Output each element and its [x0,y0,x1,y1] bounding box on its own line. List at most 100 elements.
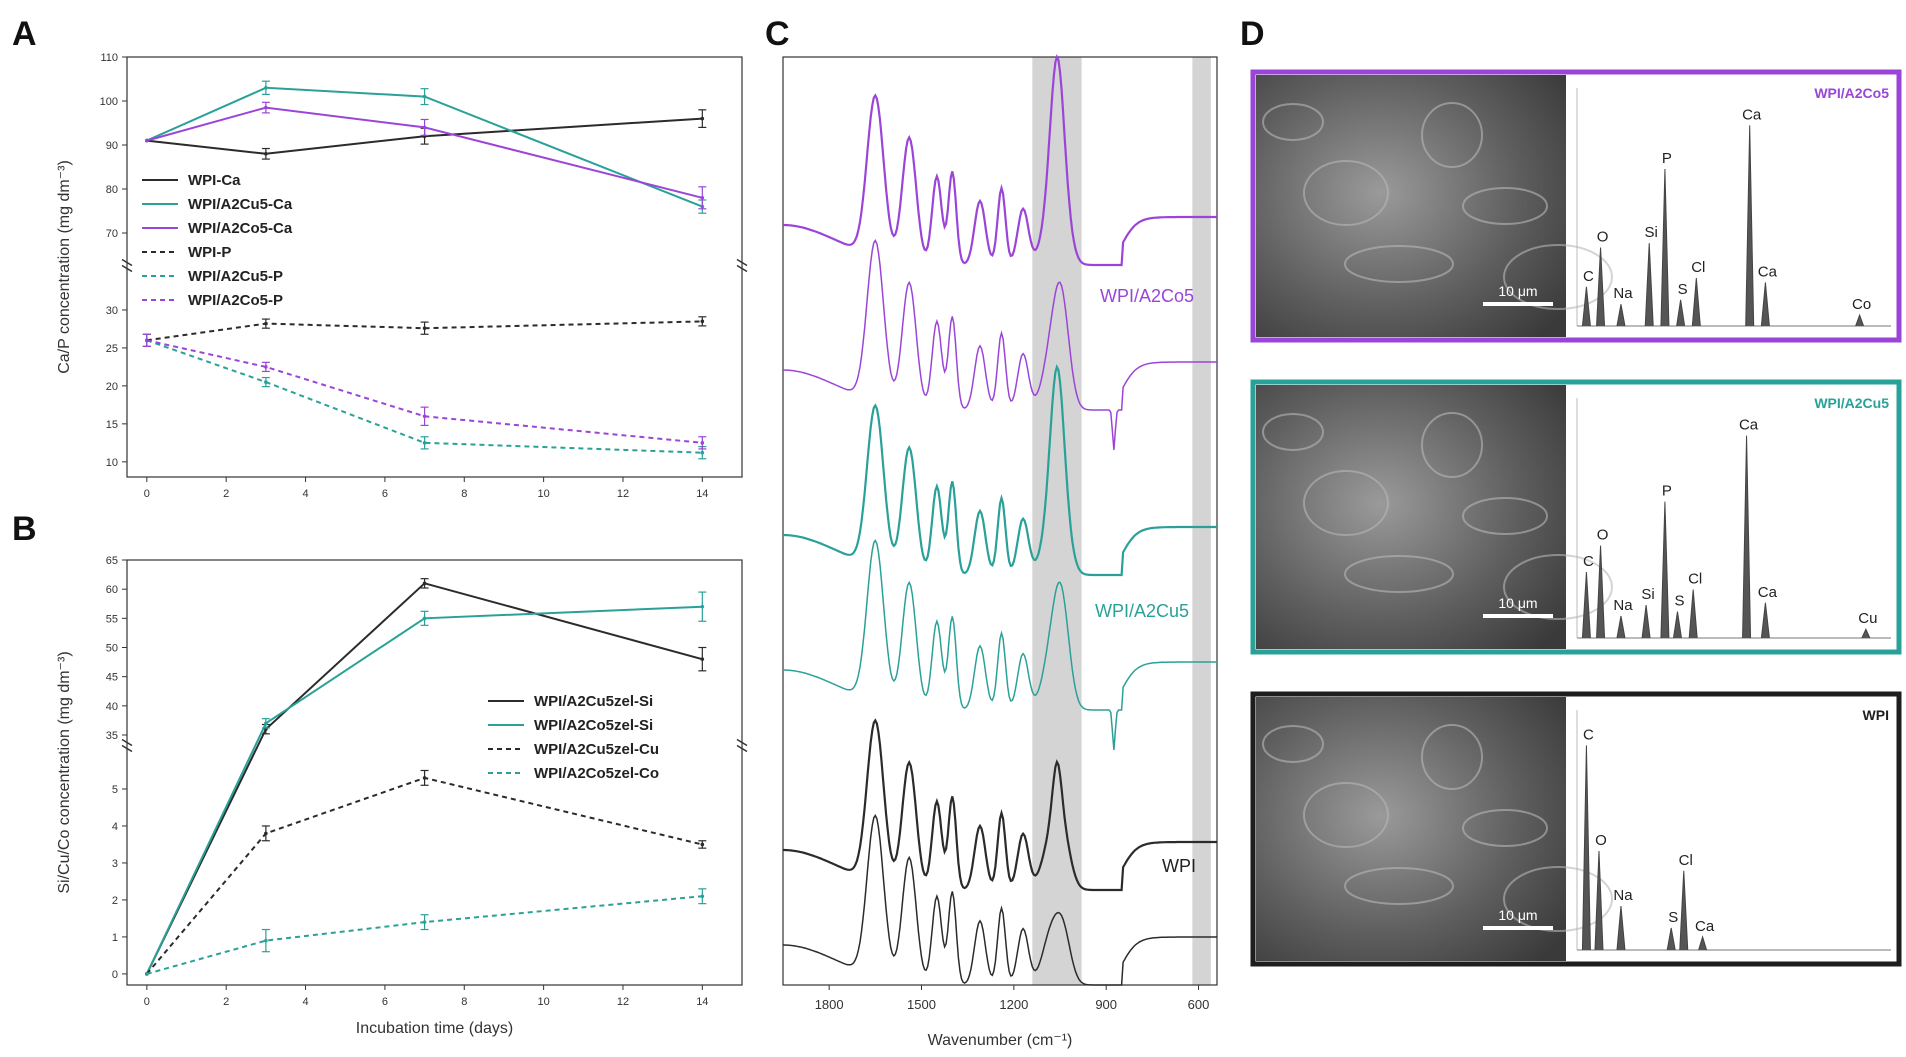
sem-texture [1421,412,1483,478]
sem-texture [1303,782,1389,848]
eds-peak [1660,501,1670,639]
data-point [422,94,427,99]
data-point [264,152,268,156]
sem-texture [1462,809,1548,847]
spectrum-bottom-1 [783,538,1217,751]
data-point [422,441,427,445]
panel-letter-d: D [1240,15,1265,53]
eds-peak-label: O [1597,229,1609,246]
y-tick-label: 15 [106,419,118,431]
eds-peak [1616,615,1626,639]
y-tick-label: 0 [112,969,118,981]
panel-letter-b: B [12,510,37,548]
axis-break-mark [736,738,748,747]
legend-entry: WPI/A2Cu5-P [188,268,283,285]
data-point [145,338,149,343]
x-tick-label: 600 [1188,997,1210,1012]
x-tick-label: 1800 [815,997,844,1012]
axis-break-mark [736,264,748,273]
y-tick-label: 60 [106,584,118,596]
y-tick-label: 80 [106,184,118,196]
y-tick-label: 40 [106,701,118,713]
eds-peak [1742,435,1752,639]
eds-peak-label: Cu [1858,610,1877,627]
spectrum-label: WPI/A2Cu5 [1095,601,1189,621]
data-point [264,721,268,726]
panel-letter-a: A [12,15,37,53]
x-axis-title: Incubation time (days) [356,1020,513,1037]
data-point [700,657,705,661]
legend-entry: WPI/A2Co5zel-Co [534,765,659,782]
eds-peak-label: P [1662,483,1672,500]
eds-peak-label: Na [1613,597,1633,614]
sem-texture [1421,102,1483,168]
data-point [264,938,268,943]
x-tick-label: 6 [382,996,388,1008]
sem-texture [1462,497,1548,535]
chart-B: 0 2 4 6 8 10 12 1435404550556065012345Si/Cu/Co … [56,555,748,1037]
eds-peak-label: Ca [1758,263,1778,280]
spectrum-bottom-0 [783,238,1217,451]
eds-peak-label: Cl [1691,259,1705,276]
data-point [700,441,705,445]
axis-break-mark [736,744,748,753]
eds-peak-label: Co [1852,296,1871,313]
data-point [422,776,427,780]
y-axis-title: Ca/P concentration (mg dm⁻³) [56,160,73,374]
sem-texture [1462,187,1548,225]
y-tick-label: 55 [106,613,118,625]
sem-texture [1262,103,1324,141]
x-tick-label: 4 [302,488,308,500]
eds-peak [1596,247,1606,327]
legend-entry: WPI/A2Co5zel-Si [534,717,653,734]
eds-peak-label: S [1678,281,1688,298]
y-tick-label: 50 [106,643,118,655]
legend-entry: WPI/A2Cu5zel-Cu [534,741,659,758]
x-tick-label: 0 [144,996,150,1008]
data-point [145,138,149,143]
series-line-1 [145,605,703,975]
eds-peak-label: C [1583,553,1594,570]
x-axis-title: Wavenumber (cm⁻¹) [928,1032,1073,1049]
x-tick-label: 4 [302,996,308,1008]
legend-entry: WPI/A2Cu5zel-Si [534,693,653,710]
y-tick-label: 70 [106,228,118,240]
eds-peak-label: Na [1613,285,1633,302]
x-tick-label: 1200 [999,997,1028,1012]
data-point [145,972,149,976]
spectrum-top-2 [783,718,1217,892]
data-point [422,616,427,621]
data-point [422,920,427,924]
series-line-3 [146,320,703,342]
eds-peak [1594,850,1604,951]
scale-bar-label: 10 μm [1498,283,1537,299]
plot-frame [782,56,1218,986]
chart-A: 0 2 4 6 8 10 12 14 70 80 90 100 110 10 15 20 25 30 Ca/P co… [56,52,748,500]
eds-peak [1616,905,1626,951]
eds-peak [1691,277,1701,327]
y-axis-title: Si/Cu/Co concentration (mg dm⁻³) [56,651,73,893]
eds-sample-tag: WPI/A2Co5 [1814,85,1889,101]
data-point [700,116,705,121]
eds-peak [1616,304,1626,327]
series-line-0 [145,582,703,975]
x-tick-label: 1500 [907,997,936,1012]
eds-peak [1760,282,1770,327]
eds-peak-label: Ca [1695,918,1715,935]
y-tick-label: 25 [106,343,118,355]
eds-sample-tag: WPI [1863,707,1889,723]
eds-peak-label: O [1595,832,1607,849]
eds-peak-label: Ca [1758,584,1778,601]
spectrum-label: WPI/A2Co5 [1100,286,1194,306]
y-tick-label: 2 [112,895,118,907]
series-line-2 [146,776,703,975]
eds-peak [1676,299,1686,327]
sem-texture [1344,867,1454,905]
eds-panel-1: 10 μm CO Na Si P SCl Ca Ca Cu WPI/A2Cu5 [1250,379,1902,655]
x-tick-label: 14 [696,996,708,1008]
x-tick-label: 14 [696,488,708,500]
y-tick-label: 100 [100,96,118,108]
axis-break-mark [121,258,133,267]
shaded-band [1032,57,1082,985]
